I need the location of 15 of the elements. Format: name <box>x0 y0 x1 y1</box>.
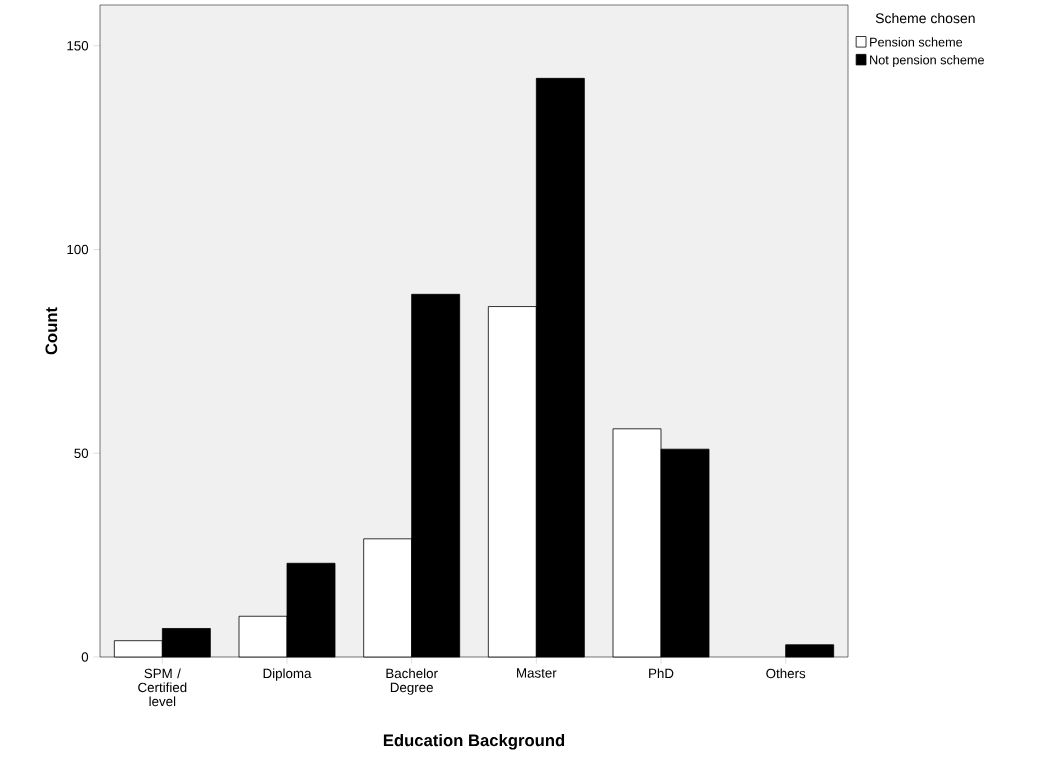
y-tick-label: 0 <box>81 652 89 662</box>
y-tick-label: 150 <box>67 41 89 51</box>
y-tick-label: 100 <box>67 244 89 255</box>
legend-label: Pension scheme <box>870 37 963 47</box>
x-tick-label: Diploma <box>263 668 312 681</box>
legend-label: Not pension scheme <box>870 55 984 67</box>
y-tick-label: 50 <box>74 448 89 458</box>
x-axis-title: Education Background <box>383 733 565 750</box>
legend-title: Scheme chosen <box>875 12 975 24</box>
x-tick-label: Master <box>517 668 557 678</box>
y-axis-title: Count <box>45 307 58 355</box>
x-tick-label: Others <box>766 668 806 679</box>
x-tick-label: PhD <box>649 668 674 679</box>
x-tick-label: SPM / Certified level <box>138 668 187 707</box>
x-tick-label: Bachelor Degree <box>386 668 438 695</box>
